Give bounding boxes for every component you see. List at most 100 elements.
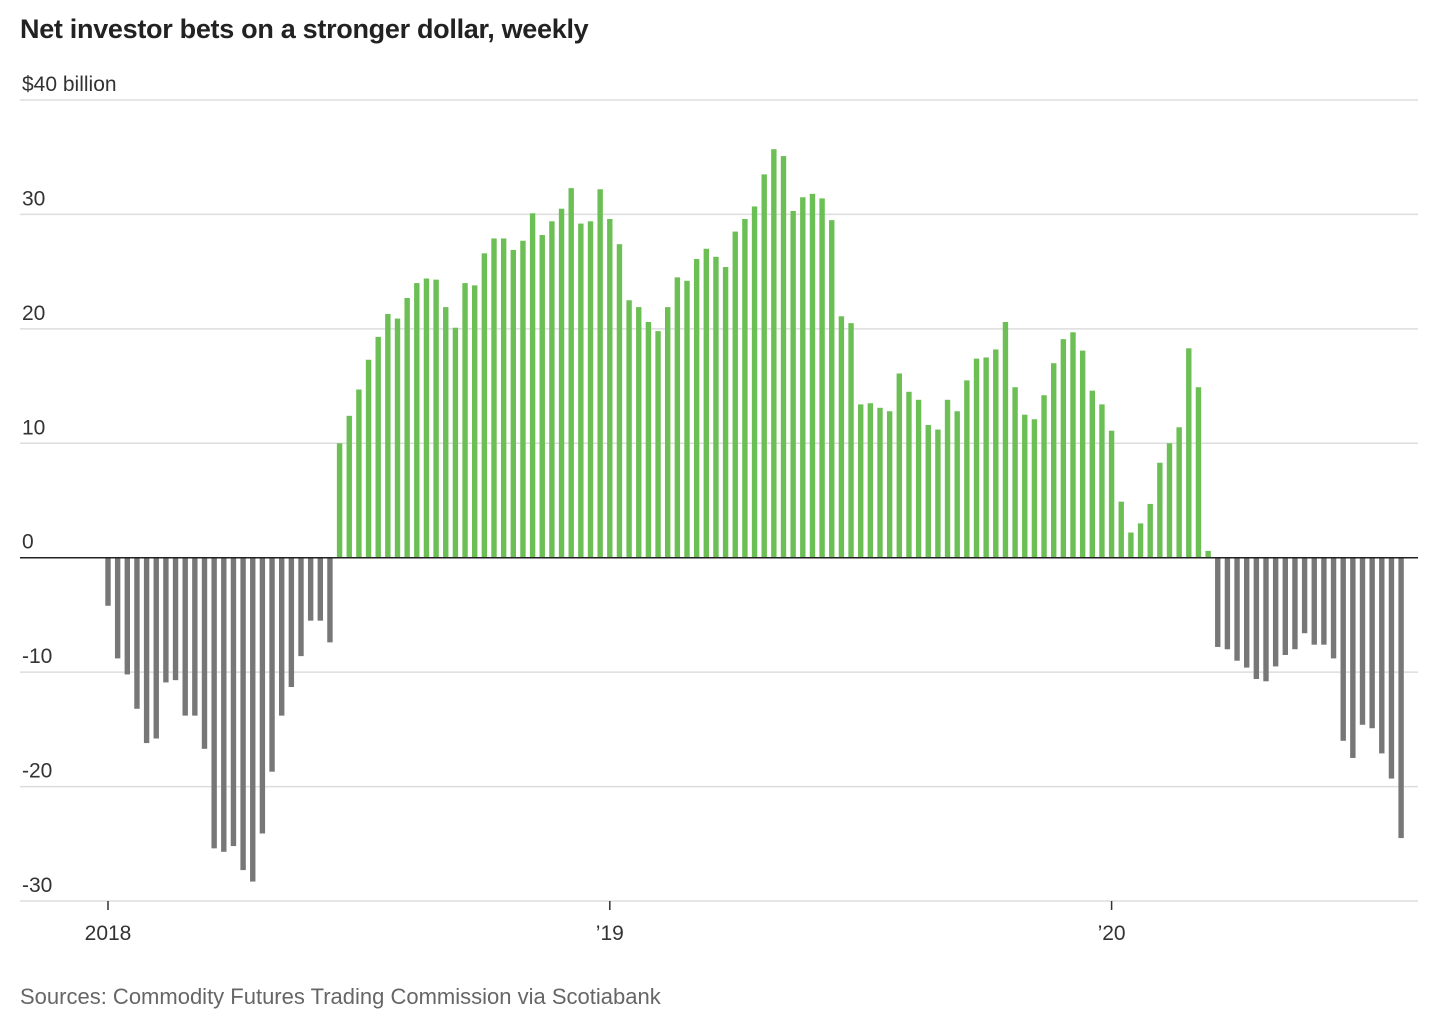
bar <box>722 267 729 558</box>
bar <box>462 283 468 558</box>
bar <box>1369 557 1375 729</box>
y-tick-label: $40 billion <box>22 73 117 96</box>
bar <box>983 357 989 558</box>
bar <box>819 198 825 558</box>
bar <box>240 557 246 871</box>
bar <box>1330 557 1337 659</box>
bar <box>1359 557 1366 725</box>
bar <box>1186 348 1192 558</box>
bar <box>558 208 565 558</box>
bar <box>1166 443 1173 558</box>
bar-series <box>105 149 1404 882</box>
y-tick-label: -30 <box>22 874 52 897</box>
bar <box>1079 350 1086 558</box>
bar <box>163 557 169 683</box>
bar <box>1128 532 1134 558</box>
bar <box>616 244 623 558</box>
bar <box>414 283 420 558</box>
bar <box>1118 501 1124 558</box>
bar <box>539 235 545 558</box>
bar <box>645 321 652 558</box>
bar <box>944 399 951 558</box>
bar <box>848 323 854 558</box>
bar <box>1147 503 1153 558</box>
bar <box>886 411 893 558</box>
bar <box>742 219 748 558</box>
bar <box>1234 557 1240 661</box>
bar <box>230 557 237 847</box>
y-tick-label: -20 <box>22 760 52 783</box>
bar <box>143 557 150 744</box>
bar <box>1282 557 1288 655</box>
bar <box>665 307 671 558</box>
bar <box>703 248 709 558</box>
bar <box>529 213 536 558</box>
bar <box>201 557 208 749</box>
bar <box>693 259 700 558</box>
bar <box>404 297 410 558</box>
bar <box>221 557 227 852</box>
bar <box>858 404 864 558</box>
bar <box>771 149 777 558</box>
bar <box>192 557 198 716</box>
bar <box>1176 427 1182 558</box>
bar <box>182 557 188 716</box>
bar <box>1301 557 1308 634</box>
bar <box>838 316 845 558</box>
bar <box>1195 387 1202 558</box>
bar <box>423 278 430 558</box>
bar <box>327 557 333 643</box>
bar <box>307 557 314 621</box>
y-tick-label: 10 <box>22 416 45 439</box>
bar <box>172 557 179 681</box>
y-tick-label: 30 <box>22 187 45 210</box>
bar <box>336 443 343 558</box>
bar <box>124 557 130 675</box>
bar <box>684 280 690 558</box>
bar <box>491 238 497 558</box>
y-tick-label: -10 <box>22 645 52 668</box>
bar <box>114 557 121 659</box>
bar <box>1398 557 1404 839</box>
bar <box>1099 404 1105 558</box>
bar <box>153 557 159 739</box>
bar <box>800 197 806 558</box>
bar <box>1253 557 1260 679</box>
bar <box>925 424 931 558</box>
bar <box>317 557 323 621</box>
bar <box>877 407 883 558</box>
bar <box>1137 523 1144 558</box>
bar <box>1089 390 1095 558</box>
bar <box>607 219 613 558</box>
bar <box>578 223 584 558</box>
bar <box>433 279 439 558</box>
bar <box>279 557 285 716</box>
bar <box>250 557 256 882</box>
bar <box>1041 395 1047 558</box>
bar <box>993 349 999 558</box>
bar <box>906 391 912 558</box>
bar <box>269 557 275 772</box>
x-tick-label: ’19 <box>596 922 624 945</box>
bar <box>954 411 960 558</box>
bar <box>1321 557 1327 645</box>
x-axis: 2018 ’19 ’20 <box>85 901 1126 945</box>
bar <box>1051 363 1057 558</box>
bar <box>1340 557 1346 741</box>
bar <box>1244 557 1250 668</box>
bar <box>385 313 391 558</box>
bar <box>790 211 796 558</box>
bar <box>636 307 642 558</box>
bar <box>568 188 574 558</box>
bar <box>713 256 719 558</box>
bar <box>1205 550 1211 558</box>
bar <box>1031 419 1038 558</box>
bar <box>1350 557 1356 758</box>
bar <box>751 206 758 558</box>
bar <box>587 221 594 558</box>
bar <box>1379 557 1385 754</box>
bar <box>964 380 970 558</box>
bar <box>1224 557 1231 650</box>
bar <box>1060 339 1067 558</box>
